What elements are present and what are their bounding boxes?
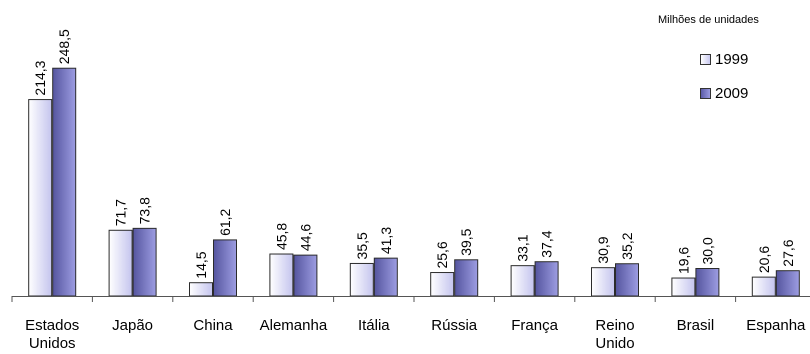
value-label-1999-5: 25,6 bbox=[434, 241, 450, 268]
value-label-2009-1: 73,8 bbox=[137, 197, 153, 224]
legend-swatch-2009 bbox=[700, 87, 711, 99]
bar-1999-9 bbox=[751, 276, 776, 297]
bar-1999-1 bbox=[108, 229, 133, 297]
legend-item-2009: 2009 bbox=[700, 82, 748, 104]
category-label-8-0: Brasil bbox=[677, 317, 715, 334]
category-label-6-0: França bbox=[511, 317, 558, 334]
value-label-1999-6: 33,1 bbox=[515, 234, 531, 261]
bar-2009-3 bbox=[293, 254, 318, 297]
legend-item-1999: 1999 bbox=[700, 48, 748, 70]
category-label-5-0: Rússia bbox=[431, 317, 478, 334]
value-label-2009-9: 27,6 bbox=[780, 239, 796, 266]
value-label-1999-2: 14,5 bbox=[193, 251, 209, 278]
bar-2009-4 bbox=[373, 257, 398, 297]
category-label-3-0: Alemanha bbox=[260, 317, 328, 334]
value-label-1999-1: 71,7 bbox=[113, 199, 129, 226]
value-label-2009-8: 30,0 bbox=[699, 237, 715, 264]
bar-2009-1 bbox=[132, 227, 157, 297]
legend-label-2009: 2009 bbox=[715, 84, 749, 102]
value-label-2009-2: 61,2 bbox=[217, 208, 233, 235]
bar-1999-0 bbox=[28, 99, 53, 297]
bar-1999-6 bbox=[510, 265, 535, 297]
legend: 1999 2009 bbox=[700, 48, 748, 116]
value-label-2009-5: 39,5 bbox=[458, 228, 474, 255]
category-label-2-0: China bbox=[193, 317, 233, 334]
bar-2009-9 bbox=[775, 270, 800, 297]
legend-swatch-1999 bbox=[700, 53, 711, 65]
bar-1999-3 bbox=[269, 253, 294, 297]
bar-1999-5 bbox=[430, 272, 455, 297]
bar-2009-5 bbox=[454, 259, 479, 297]
value-label-1999-7: 30,9 bbox=[595, 236, 611, 263]
category-label-9-0: Espanha bbox=[746, 317, 806, 334]
value-label-2009-7: 35,2 bbox=[619, 232, 635, 259]
value-label-2009-6: 37,4 bbox=[539, 230, 555, 257]
category-label-1-0: Japão bbox=[112, 317, 153, 334]
bar-1999-7 bbox=[591, 267, 615, 297]
category-label-0-1: Unidos bbox=[29, 335, 76, 352]
bar-2009-6 bbox=[534, 261, 559, 297]
bar-2009-2 bbox=[213, 239, 237, 297]
bar-1999-2 bbox=[189, 282, 213, 297]
legend-label-1999: 1999 bbox=[715, 50, 749, 68]
category-label-4-0: Itália bbox=[358, 317, 390, 334]
category-label-7-0: Reino bbox=[595, 317, 634, 334]
value-label-2009-4: 41,3 bbox=[378, 227, 394, 254]
unit-note: Milhões de unidades bbox=[658, 14, 759, 26]
value-label-1999-4: 35,5 bbox=[354, 232, 370, 259]
bar-2009-7 bbox=[615, 263, 639, 297]
bar-1999-4 bbox=[349, 262, 374, 297]
value-label-1999-9: 20,6 bbox=[756, 246, 772, 273]
value-label-2009-0: 248,5 bbox=[56, 29, 72, 64]
category-label-7-1: Unido bbox=[595, 335, 634, 352]
bar-1999-8 bbox=[671, 277, 696, 297]
value-label-1999-8: 19,6 bbox=[675, 247, 691, 274]
value-label-1999-0: 214,3 bbox=[32, 60, 48, 95]
value-label-2009-3: 44,6 bbox=[297, 224, 313, 251]
bar-2009-0 bbox=[52, 67, 77, 297]
bar-2009-8 bbox=[695, 268, 720, 297]
value-label-1999-3: 45,8 bbox=[273, 223, 289, 250]
category-label-0-0: Estados bbox=[25, 317, 79, 334]
